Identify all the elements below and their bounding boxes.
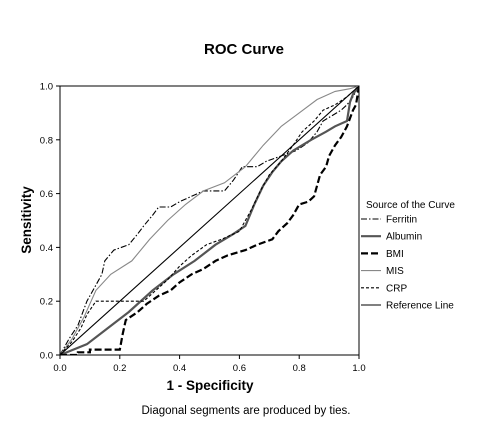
x-tick-label: 0.0 — [53, 363, 66, 374]
x-tick-label: 0.8 — [293, 363, 306, 374]
plot-frame — [59, 85, 360, 356]
y-tick-label: 1.0 — [40, 82, 53, 93]
x-tick-label: 1.0 — [352, 363, 365, 374]
y-tick-label: 0.0 — [40, 351, 53, 362]
y-tick-label: 0.2 — [40, 297, 53, 308]
series-line-bmi — [60, 86, 359, 355]
legend-title: Source of the Curve — [366, 200, 455, 211]
legend-label-reference-line: Reference Line — [386, 301, 454, 312]
legend-label-crp: CRP — [386, 283, 407, 294]
legend-label-ferritin: Ferritin — [386, 215, 417, 226]
x-tick-label: 0.6 — [233, 363, 246, 374]
x-axis-label: 1 - Specificity — [166, 378, 254, 393]
series-line-crp — [60, 86, 359, 355]
y-tick-label: 0.8 — [40, 135, 53, 146]
series-line-ferritin — [60, 86, 359, 355]
chart-title: ROC Curve — [204, 41, 284, 58]
x-tick-label: 0.2 — [113, 363, 126, 374]
legend-label-albumin: Albumin — [386, 232, 422, 243]
y-tick-label: 0.6 — [40, 189, 53, 200]
series-line-albumin — [60, 86, 359, 355]
y-axis-label: Sensitivity — [19, 186, 34, 254]
legend-label-mis: MIS — [386, 266, 404, 277]
legend-label-bmi: BMI — [386, 249, 404, 260]
series-line-reference-line — [60, 86, 359, 355]
x-tick-label: 0.4 — [173, 363, 186, 374]
y-tick-label: 0.4 — [40, 243, 53, 254]
series-line-mis — [60, 86, 359, 355]
chart-footnote: Diagonal segments are produced by ties. — [141, 405, 350, 417]
